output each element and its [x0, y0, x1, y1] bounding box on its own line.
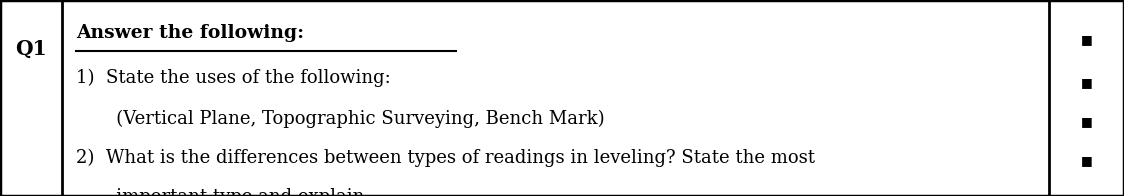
- Text: 2)  What is the differences between types of readings in leveling? State the mos: 2) What is the differences between types…: [76, 149, 815, 167]
- Text: ■: ■: [1080, 154, 1093, 167]
- Text: important type and explain.: important type and explain.: [76, 188, 371, 196]
- Text: Answer the following:: Answer the following:: [76, 24, 305, 42]
- Text: ■: ■: [1080, 33, 1093, 46]
- Text: (Vertical Plane, Topographic Surveying, Bench Mark): (Vertical Plane, Topographic Surveying, …: [76, 110, 605, 128]
- Text: 1)  State the uses of the following:: 1) State the uses of the following:: [76, 69, 391, 87]
- Text: Q1: Q1: [15, 39, 47, 59]
- Text: ■: ■: [1080, 115, 1093, 128]
- Text: ■: ■: [1080, 76, 1093, 89]
